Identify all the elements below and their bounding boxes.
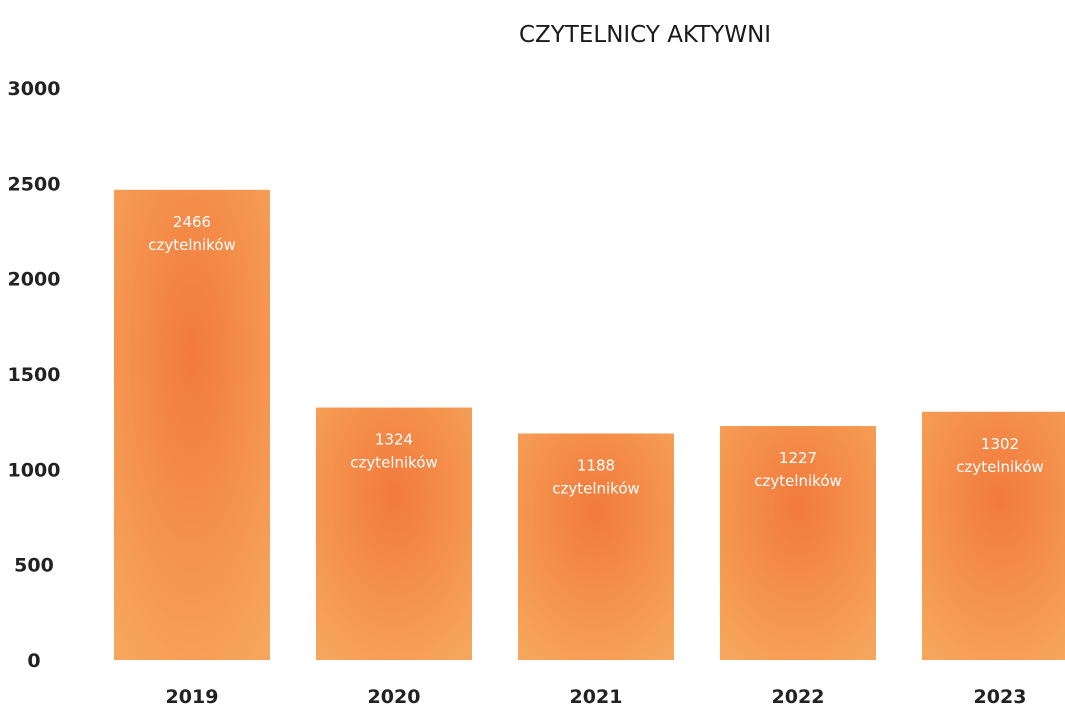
bar-unit-label: czytelników	[754, 472, 842, 490]
x-tick-label: 2019	[166, 686, 219, 708]
x-tick-label: 2023	[974, 686, 1027, 708]
bars-group: 2466 czytelników 1324 czytelników 1188 czytel…	[114, 189, 1065, 661]
bar-unit-label: czytelników	[552, 479, 640, 497]
bar-unit-label: czytelników	[956, 458, 1044, 476]
x-tick-label: 2020	[368, 686, 421, 708]
bar-2023	[922, 411, 1065, 660]
bar-value-label: 1302	[981, 435, 1019, 453]
y-tick-label: 2500	[8, 173, 61, 195]
x-axis: 2019 2020 2021 2022 2023	[166, 686, 1027, 708]
y-tick-label: 1000	[8, 459, 61, 481]
bar-2019	[114, 189, 270, 661]
y-axis: 0 500 1000 1500 2000 2500 3000	[8, 78, 61, 672]
bar-value-label: 1188	[577, 456, 615, 474]
bar-unit-label: czytelników	[148, 236, 236, 254]
x-tick-label: 2022	[772, 686, 825, 708]
y-tick-label: 0	[27, 650, 40, 672]
bar-2020	[316, 407, 472, 660]
bar-value-label: 2466	[173, 213, 211, 231]
chart-title: CZYTELNICY AKTYWNI	[519, 22, 771, 48]
x-tick-label: 2021	[570, 686, 623, 708]
bar-2022	[720, 426, 876, 660]
y-tick-label: 3000	[8, 78, 61, 100]
y-tick-label: 500	[14, 555, 54, 577]
bar-2021	[518, 433, 674, 660]
y-tick-label: 1500	[8, 364, 61, 386]
bar-unit-label: czytelników	[350, 454, 438, 472]
bar-value-label: 1324	[375, 431, 413, 449]
bar-value-label: 1227	[779, 449, 817, 467]
y-tick-label: 2000	[8, 269, 61, 291]
